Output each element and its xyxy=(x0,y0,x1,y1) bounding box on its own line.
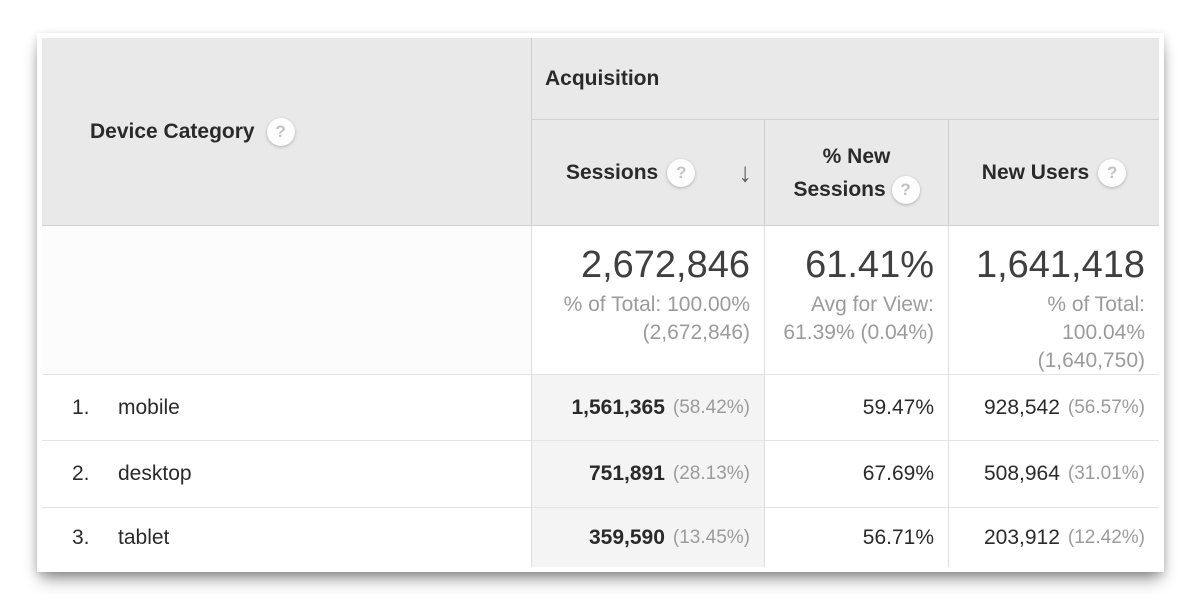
sessions-total-note-line1: % of Total: 100.00% xyxy=(563,293,750,316)
new-users-total-cell: 1,641,418 % of Total: 100.04% (1,640,750… xyxy=(948,226,1159,375)
sessions-value: 359,590 xyxy=(588,525,665,549)
new-users-cell: 928,542 (56.57%) xyxy=(948,375,1159,441)
sessions-cell: 751,891 (28.13%) xyxy=(531,441,764,508)
sessions-percent: (58.42%) xyxy=(672,396,750,418)
new-users-cell: 508,964 (31.01%) xyxy=(948,441,1159,508)
totals-dimension-cell xyxy=(42,226,531,375)
dimension-link[interactable]: tablet xyxy=(118,525,170,549)
sessions-total-note-line2: (2,672,846) xyxy=(642,321,750,344)
sessions-percent: (13.45%) xyxy=(672,526,750,548)
new-users-cell: 203,912 (12.42%) xyxy=(948,508,1159,567)
sessions-column-header[interactable]: Sessions ? ↓ xyxy=(531,120,764,226)
pct-new-sessions-cell: 59.47% xyxy=(764,375,948,441)
sessions-total-value: 2,672,846 xyxy=(580,244,750,286)
acquisition-table: Device Category ? Acquisition Sessions ?… xyxy=(42,38,1159,567)
row-index: 2. xyxy=(72,462,90,485)
table-row-dimension: 2. desktop xyxy=(42,441,531,508)
sessions-value: 1,561,365 xyxy=(571,395,665,419)
help-icon[interactable]: ? xyxy=(891,175,920,204)
acquisition-group-header: Acquisition xyxy=(531,38,1159,120)
pct-new-sessions-label-line1: % New xyxy=(822,144,891,168)
new-users-note-line1: % of Total: xyxy=(1047,293,1145,316)
pct-new-sessions-average-value: 61.41% xyxy=(805,244,934,286)
pct-new-sessions-cell: 67.69% xyxy=(764,441,948,508)
new-users-column-header[interactable]: New Users ? xyxy=(948,120,1159,226)
help-icon[interactable]: ? xyxy=(667,158,696,187)
sessions-label: Sessions xyxy=(566,160,659,184)
pct-new-sessions-column-header[interactable]: % New Sessions ? xyxy=(764,120,948,226)
pct-new-sessions-value: 56.71% xyxy=(862,525,934,549)
pct-new-sessions-cell: 56.71% xyxy=(764,508,948,567)
sessions-percent: (28.13%) xyxy=(672,463,750,484)
help-icon[interactable]: ? xyxy=(266,117,295,146)
row-index: 1. xyxy=(72,395,90,419)
table-row-dimension: 3. tablet xyxy=(42,508,531,567)
dimension-link[interactable]: mobile xyxy=(118,395,180,419)
pct-new-sessions-label-line2: Sessions xyxy=(793,177,886,201)
sessions-total-cell: 2,672,846 % of Total: 100.00% (2,672,846… xyxy=(531,226,764,375)
sessions-value: 751,891 xyxy=(588,462,665,485)
analytics-table-card: Device Category ? Acquisition Sessions ?… xyxy=(37,33,1164,572)
new-users-percent: (56.57%) xyxy=(1067,396,1145,418)
new-users-value: 508,964 xyxy=(983,462,1060,485)
sessions-cell: 359,590 (13.45%) xyxy=(531,508,764,567)
new-users-label: New Users xyxy=(981,160,1090,184)
help-icon[interactable]: ? xyxy=(1098,158,1127,187)
dimension-link[interactable]: desktop xyxy=(118,462,192,485)
pct-new-sessions-note-line2: 61.39% (0.04%) xyxy=(783,321,934,344)
new-users-percent: (31.01%) xyxy=(1067,463,1145,484)
pct-new-sessions-average-cell: 61.41% Avg for View: 61.39% (0.04%) xyxy=(764,226,948,375)
pct-new-sessions-value: 67.69% xyxy=(862,462,934,485)
new-users-value: 203,912 xyxy=(983,525,1060,549)
sessions-cell: 1,561,365 (58.42%) xyxy=(531,375,764,441)
pct-new-sessions-value: 59.47% xyxy=(862,395,934,419)
device-category-label: Device Category xyxy=(90,119,255,143)
new-users-total-value: 1,641,418 xyxy=(975,244,1145,286)
new-users-note-line2: 100.04% xyxy=(1062,321,1145,344)
acquisition-label: Acquisition xyxy=(545,66,660,90)
table-row-dimension: 1. mobile xyxy=(42,375,531,441)
new-users-value: 928,542 xyxy=(983,395,1060,419)
pct-new-sessions-note-line1: Avg for View: xyxy=(811,293,934,316)
sort-descending-icon[interactable]: ↓ xyxy=(738,157,753,187)
device-category-header: Device Category ? xyxy=(42,38,531,226)
new-users-percent: (12.42%) xyxy=(1067,526,1145,548)
row-index: 3. xyxy=(72,525,90,549)
new-users-note-line3: (1,640,750) xyxy=(1037,349,1145,372)
